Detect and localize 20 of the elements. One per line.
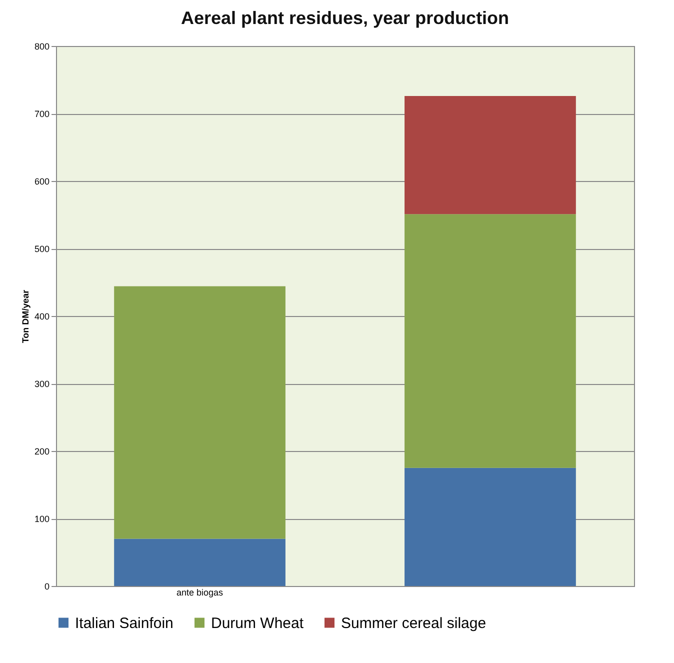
x-tick-label: ante biogas xyxy=(176,588,224,598)
y-tick-label: 200 xyxy=(34,446,50,456)
legend-label: Italian Sainfoin xyxy=(75,614,174,632)
legend-label: Durum Wheat xyxy=(211,614,304,632)
chart-title: Aereal plant residues, year production xyxy=(180,8,510,28)
bar xyxy=(404,96,576,214)
y-tick-label: 0 xyxy=(44,582,50,592)
y-tick-label: 400 xyxy=(34,312,50,322)
bar xyxy=(114,538,286,586)
bar xyxy=(404,214,576,468)
bar xyxy=(404,468,576,586)
y-axis-title: Ton DM/year xyxy=(20,289,30,344)
y-tick-label: 100 xyxy=(34,514,50,524)
bar xyxy=(114,286,286,539)
legend-label: Summer cereal silage xyxy=(341,614,486,632)
y-tick-label: 600 xyxy=(34,176,50,186)
y-tick-label: 700 xyxy=(34,109,50,119)
y-tick-label: 800 xyxy=(34,42,50,52)
y-tick-label: 500 xyxy=(34,244,50,254)
y-tick-label: 300 xyxy=(34,379,50,389)
